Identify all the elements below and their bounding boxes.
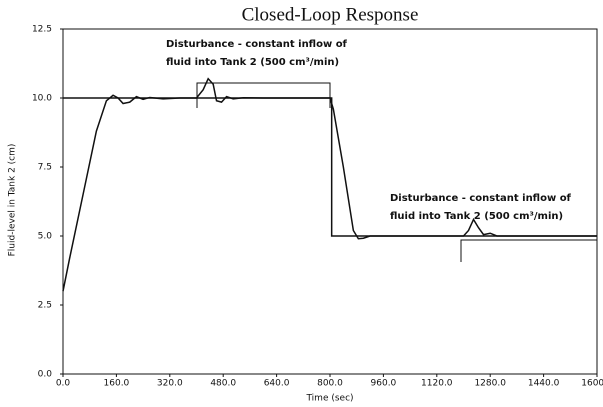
x-tick-label: 1280.0 (474, 379, 506, 389)
line (62, 77, 597, 292)
annotation: fluid into Tank 2 (500 cm³/min) (390, 211, 563, 222)
y-tick-label: 2.5 (38, 301, 52, 311)
annotation: Disturbance - constant inflow of (390, 193, 572, 204)
x-tick-label: 0.0 (56, 379, 71, 389)
y-tick-label: 10.0 (32, 94, 52, 104)
y-axis-label: Fluid-level in Tank 2 (cm) (8, 144, 18, 257)
x-tick-label: 1440.0 (528, 379, 560, 389)
x-tick-label: 960.0 (371, 379, 397, 389)
annotation-bracket (196, 82, 331, 108)
chart-title: Closed-Loop Response (242, 4, 419, 25)
annotation: fluid into Tank 2 (500 cm³/min) (166, 57, 339, 68)
x-tick-label: 320.0 (157, 379, 183, 389)
y-tick-label: 7.5 (38, 163, 52, 173)
y-tick-label: 5.0 (38, 232, 53, 242)
x-tick-label: 480.0 (210, 379, 236, 389)
annotation: Disturbance - constant inflow of (166, 39, 348, 50)
x-tick-label: 160.0 (104, 379, 130, 389)
y-tick-label: 0.0 (38, 370, 53, 380)
y-tick-label: 12.5 (32, 25, 52, 35)
x-tick-label: 1600.0 (581, 379, 603, 389)
x-tick-label: 1120.0 (421, 379, 453, 389)
x-tick-label: 640.0 (264, 379, 290, 389)
annotation-bracket (460, 239, 597, 262)
x-axis-label: Time (sec) (305, 394, 353, 404)
x-tick-label: 800.0 (317, 379, 343, 389)
